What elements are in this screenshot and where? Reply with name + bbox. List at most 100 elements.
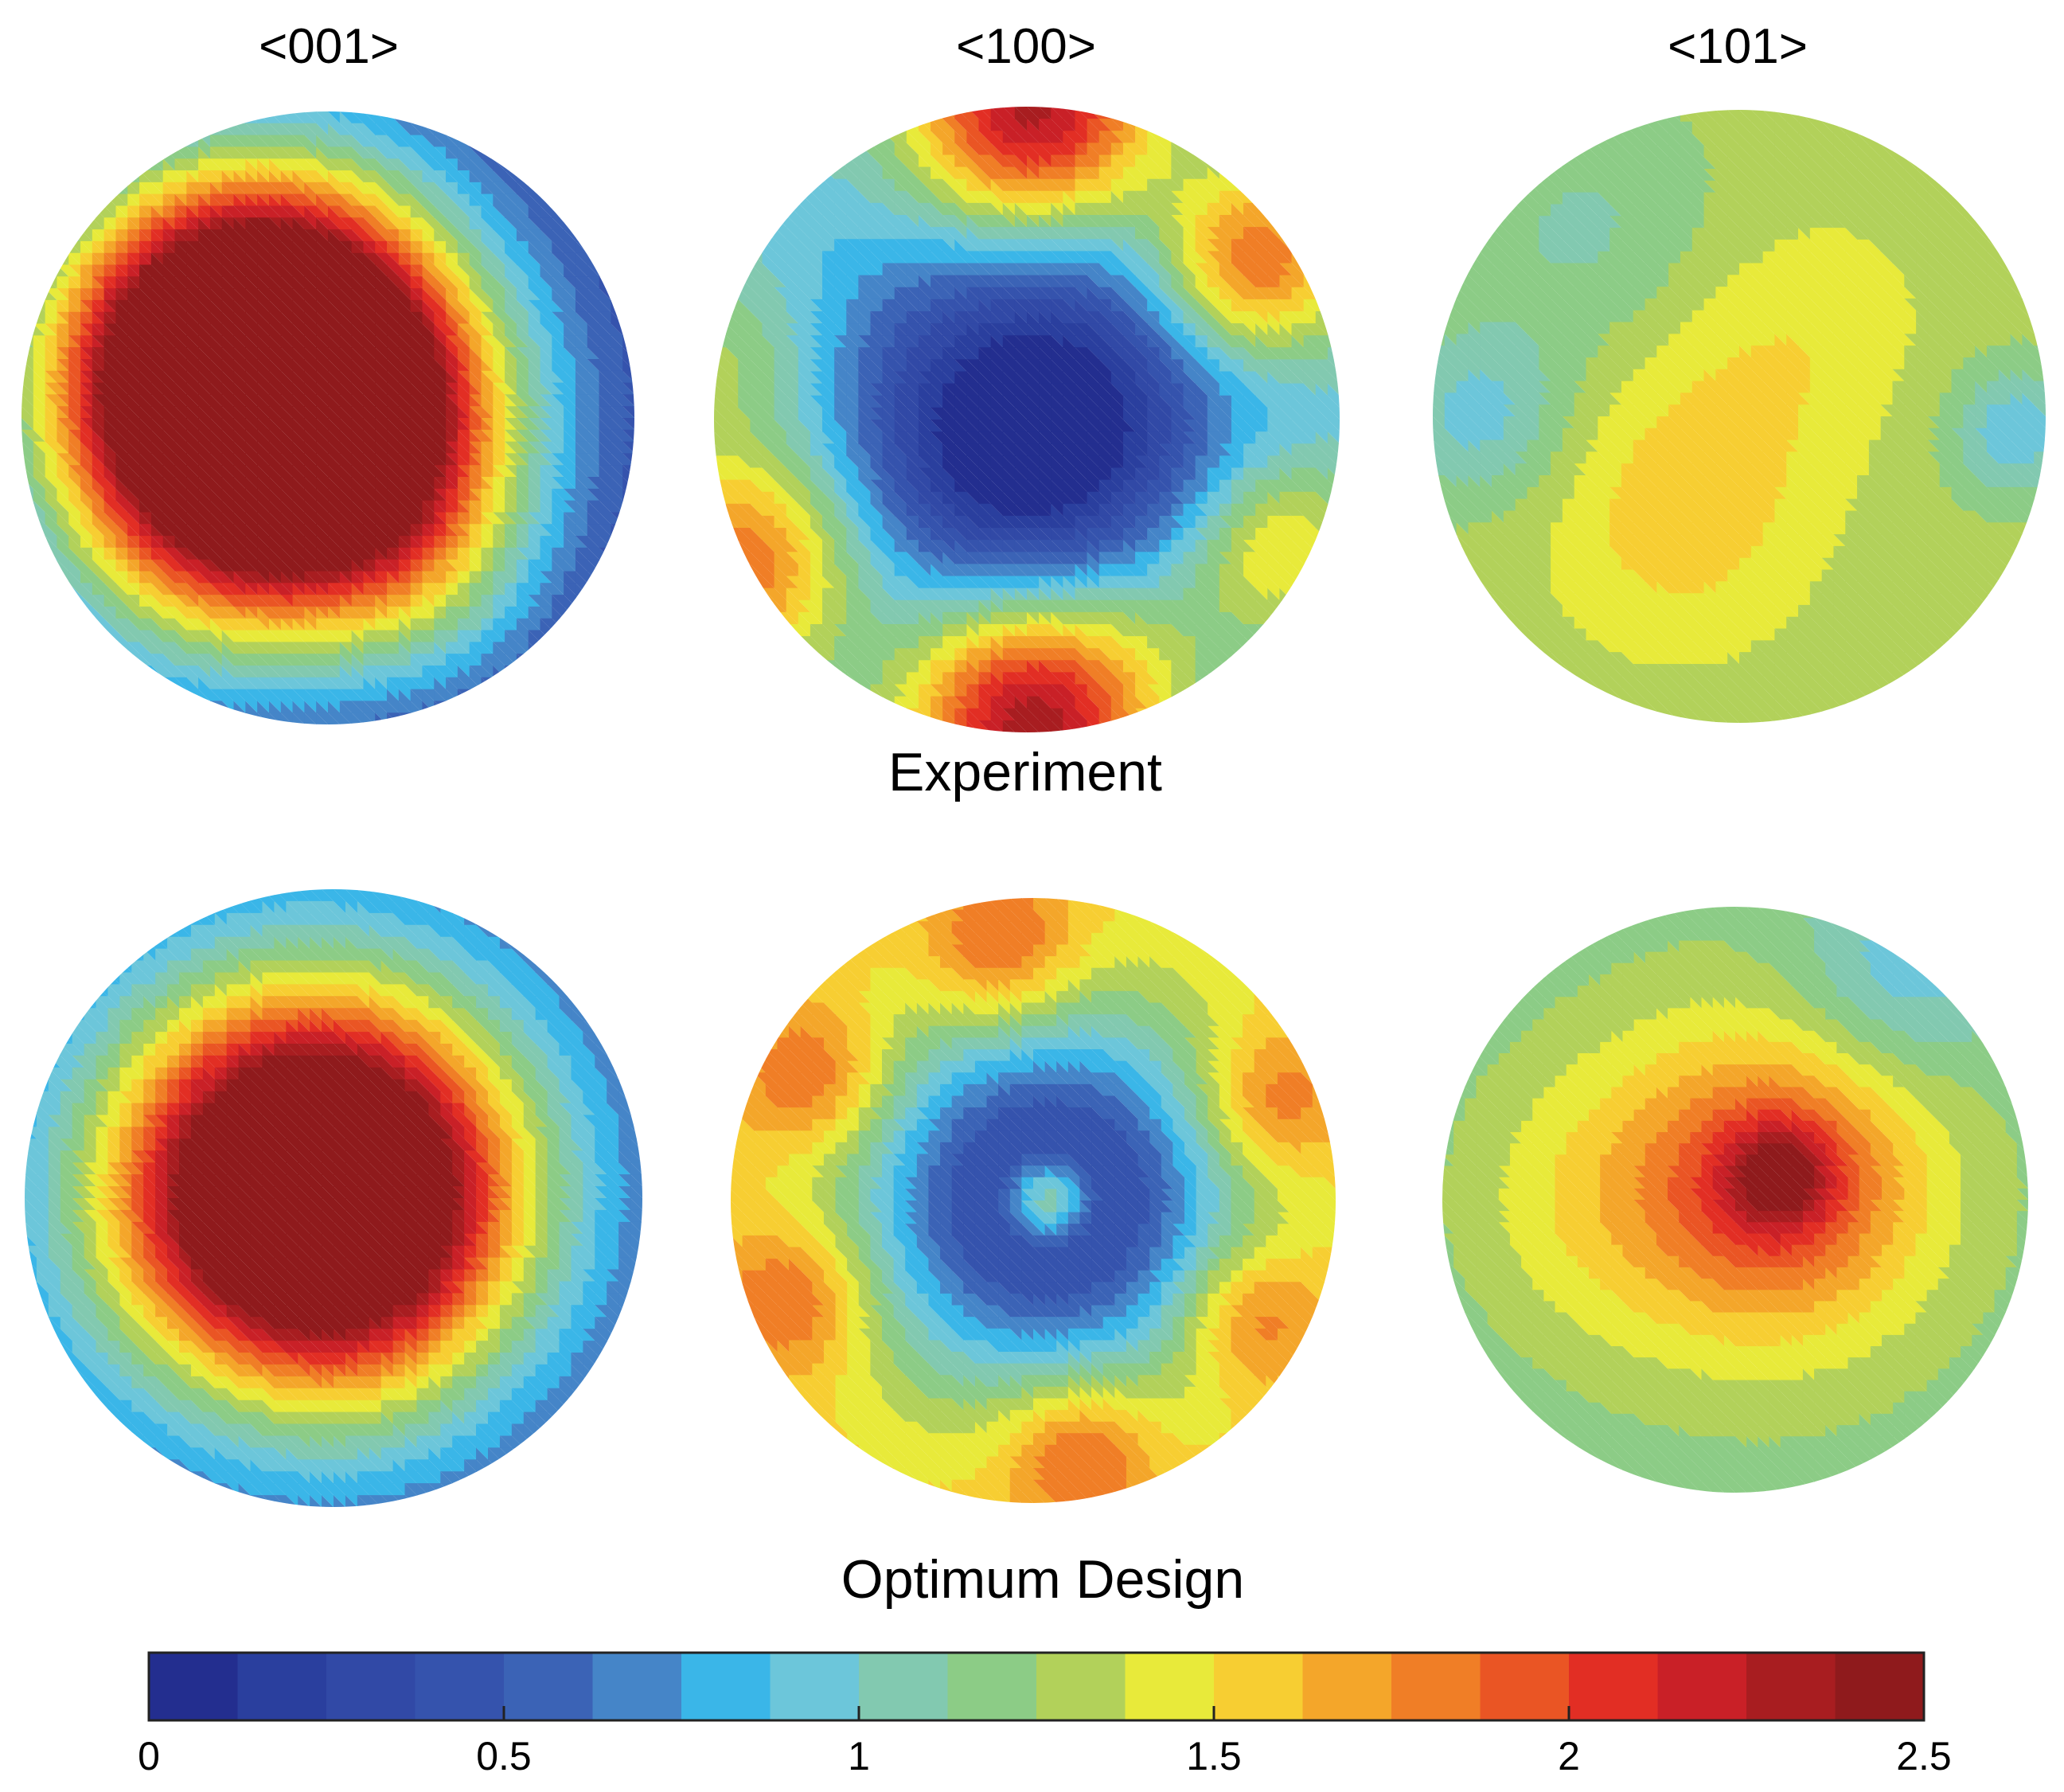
mesh-cell	[33, 382, 46, 395]
mesh-cell	[304, 370, 317, 384]
mesh-cell	[528, 335, 541, 348]
mesh-cell	[186, 264, 199, 277]
mesh-cell	[398, 595, 412, 607]
mesh-cell	[398, 642, 412, 654]
mesh-cell	[552, 264, 564, 277]
mesh-cell	[410, 453, 423, 466]
mesh-cell	[422, 382, 435, 395]
mesh-cell	[493, 229, 505, 242]
mesh-cell	[209, 276, 223, 289]
mesh-cell	[221, 595, 235, 607]
mesh-cell	[493, 453, 505, 466]
mesh-cell	[351, 524, 365, 537]
mesh-cell	[714, 407, 727, 420]
mesh-cell	[209, 370, 223, 384]
mesh-cell	[469, 182, 482, 195]
mesh-cell	[398, 536, 412, 549]
mesh-cell	[304, 441, 317, 455]
mesh-cell	[139, 299, 152, 313]
mesh-cell	[174, 335, 187, 348]
mesh-cell	[434, 264, 447, 277]
mesh-cell	[68, 500, 81, 513]
mesh-cell	[599, 394, 611, 407]
mesh-cell	[575, 429, 588, 443]
mesh-cell	[599, 512, 611, 525]
mesh-cell	[209, 158, 223, 171]
mesh-cell	[150, 288, 164, 301]
mesh-cell	[268, 323, 282, 336]
mesh-cell	[33, 394, 46, 407]
mesh-cell	[599, 358, 611, 372]
mesh-cell	[505, 536, 517, 549]
mesh-cell	[233, 111, 246, 124]
mesh-cell	[446, 347, 458, 360]
mesh-cell	[714, 479, 727, 493]
mesh-cell	[257, 217, 270, 230]
mesh-cell	[599, 453, 611, 466]
mesh-cell	[363, 394, 376, 407]
mesh-cell	[268, 488, 282, 502]
mesh-cell	[339, 299, 353, 313]
mesh-cell	[127, 406, 140, 419]
mesh-cell	[245, 146, 258, 159]
mesh-cell	[33, 477, 46, 490]
mesh-cell	[422, 524, 435, 537]
mesh-cell	[92, 240, 105, 254]
mesh-cell	[268, 453, 282, 466]
mesh-cell	[528, 654, 541, 666]
mesh-cell	[398, 665, 412, 678]
mesh-cell	[575, 595, 588, 607]
mesh-cell	[115, 630, 128, 642]
mesh-cell	[257, 488, 270, 502]
mesh-cell	[750, 299, 763, 312]
mesh-cell	[469, 512, 482, 525]
mesh-cell	[80, 453, 93, 466]
mesh-cell	[457, 193, 470, 207]
mesh-cell	[304, 477, 317, 490]
mesh-cell	[257, 595, 270, 607]
mesh-cell	[150, 311, 164, 325]
mesh-cell	[387, 264, 400, 277]
mesh-cell	[45, 347, 58, 360]
mesh-cell	[209, 583, 223, 595]
mesh-cell	[103, 311, 117, 325]
mesh-cell	[139, 347, 152, 360]
mesh-cell	[57, 418, 69, 431]
mesh-cell	[469, 677, 482, 690]
mesh-cell	[726, 395, 739, 408]
mesh-cell	[398, 299, 412, 313]
mesh-cell	[316, 488, 329, 502]
mesh-cell	[304, 264, 317, 277]
mesh-cell	[186, 193, 199, 207]
mesh-cell	[622, 536, 634, 549]
mesh-cell	[92, 288, 105, 301]
mesh-cell	[162, 288, 176, 301]
mesh-cell	[469, 229, 482, 242]
mesh-cell	[375, 477, 388, 490]
mesh-cell	[198, 394, 211, 407]
mesh-cell	[150, 524, 164, 537]
mesh-cell	[599, 441, 611, 455]
mesh-cell	[103, 618, 117, 631]
mesh-cell	[127, 524, 140, 537]
mesh-cell	[209, 335, 223, 348]
mesh-cell	[375, 547, 388, 560]
mesh-cell	[268, 677, 282, 690]
mesh-cell	[564, 229, 576, 242]
mesh-cell	[575, 547, 588, 560]
mesh-cell	[375, 311, 388, 325]
mesh-cell	[221, 665, 235, 678]
mesh-cell	[80, 536, 93, 549]
mesh-cell	[68, 465, 81, 478]
mesh-cell	[434, 500, 447, 513]
mesh-cell	[434, 665, 447, 678]
mesh-cell	[115, 500, 128, 513]
mesh-cell	[198, 465, 211, 478]
mesh-cell	[209, 240, 223, 254]
mesh-cell	[611, 441, 623, 455]
mesh-cell	[174, 642, 187, 654]
mesh-cell	[304, 418, 317, 431]
mesh-cell	[339, 288, 353, 301]
mesh-cell	[611, 477, 623, 490]
mesh-cell	[198, 418, 211, 431]
